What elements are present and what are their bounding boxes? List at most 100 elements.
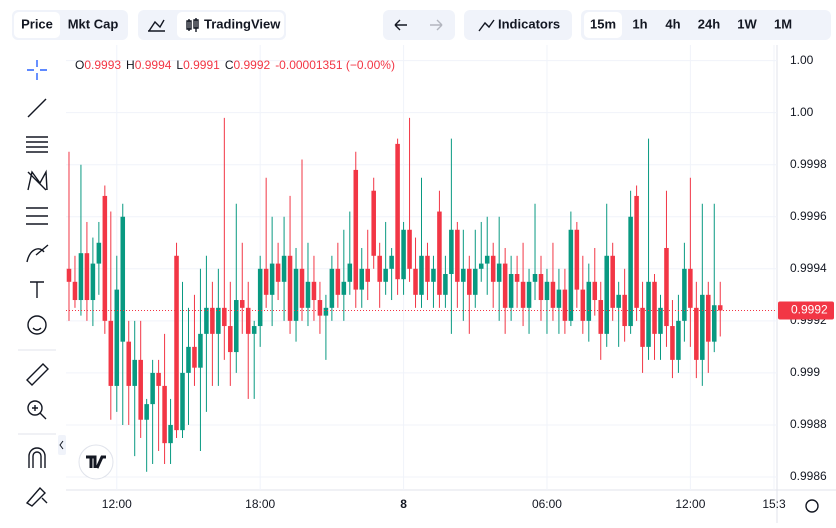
brush-tool[interactable] (26, 244, 49, 263)
candle-body (210, 307, 215, 334)
candle-body (574, 229, 580, 290)
candle-body (484, 255, 490, 264)
candle-body (401, 229, 406, 280)
zoom-tool[interactable] (27, 400, 43, 416)
candle-body (299, 268, 305, 308)
candle-body (550, 281, 556, 308)
candle-body (616, 294, 621, 308)
candle-body (72, 281, 78, 301)
nav-group (383, 10, 455, 40)
magnet-tool[interactable] (28, 447, 46, 468)
legend-value: 0.9994 (135, 58, 172, 72)
candle-body (508, 274, 514, 308)
candle-body (66, 268, 72, 282)
x-tick-label: 18:00 (245, 497, 275, 511)
candle-body (658, 307, 663, 334)
crosshair-tool[interactable] (27, 60, 47, 80)
candle-body (359, 268, 365, 290)
candle-body (353, 169, 359, 290)
undo[interactable] (394, 19, 407, 31)
line-icon[interactable] (148, 19, 165, 32)
interval-group (581, 10, 831, 40)
candle-body (431, 268, 436, 282)
candle-body (532, 274, 538, 282)
candle-body (490, 255, 496, 282)
projection-tool[interactable] (26, 207, 48, 225)
candle-body (329, 268, 335, 308)
candle-body (371, 190, 376, 256)
y-tick-label: 0.9986 (790, 469, 827, 483)
interval[interactable]: 15m (590, 16, 616, 31)
candle-body (335, 268, 341, 295)
interval[interactable]: 1h (632, 16, 647, 31)
candle-body (449, 229, 454, 275)
candle-body (592, 281, 598, 301)
settings[interactable] (805, 499, 819, 513)
candle-body (502, 263, 508, 308)
candle-body (520, 281, 526, 308)
style-active[interactable] (177, 12, 284, 38)
candle-body (263, 268, 269, 295)
candle-body (96, 242, 102, 264)
tab[interactable]: Price (21, 16, 53, 31)
y-tick-label: 0.9988 (790, 417, 827, 431)
pattern-tool[interactable] (27, 169, 48, 191)
candle-body (711, 305, 717, 342)
interval[interactable]: 4h (665, 16, 680, 31)
candle-body (120, 216, 126, 342)
candle-body (114, 289, 120, 386)
style-label[interactable]: TradingView (204, 16, 281, 31)
interval[interactable]: 1M (774, 16, 792, 31)
candle-body (150, 372, 155, 405)
legend-key: L (176, 58, 183, 72)
redo[interactable] (430, 19, 443, 31)
line-tool[interactable] (27, 98, 47, 118)
candle-body (239, 300, 245, 308)
candle-body (257, 268, 263, 327)
last-price-box (778, 301, 834, 320)
candle-body (694, 307, 699, 360)
candle-body (664, 247, 669, 327)
ruler-tool[interactable] (26, 363, 49, 386)
candle-body (700, 294, 705, 360)
y-tick-label: 0.9996 (790, 209, 827, 223)
candle-body (377, 255, 382, 282)
interval[interactable]: 24h (698, 16, 720, 31)
y-tick-label: 0.9998 (790, 157, 827, 171)
indicators-label[interactable]: Indicators (498, 16, 560, 31)
ohlc-legend: O0.9993 H0.9994 L0.9991 C0.9992 -0.00001351 … (75, 58, 395, 72)
candle-body (78, 253, 84, 301)
candle-body (646, 281, 651, 347)
candle-body (717, 305, 723, 311)
fib-tool[interactable] (26, 136, 48, 153)
candle-body (192, 346, 197, 368)
candle-body (84, 253, 90, 301)
indicators-button[interactable] (464, 10, 572, 40)
legend-value: 0.9992 (233, 58, 270, 72)
candle-body (102, 195, 108, 321)
candle-body (604, 255, 609, 334)
zoom-plus (32, 405, 47, 420)
candle-body (323, 307, 329, 316)
interval[interactable]: 1W (737, 16, 757, 31)
candle-icon (186, 18, 199, 32)
emoji-tool[interactable] (27, 315, 47, 335)
candle-body (425, 255, 430, 282)
collapse-button[interactable] (58, 435, 66, 455)
legend-value: 0.9993 (84, 58, 121, 72)
candle-body (526, 281, 532, 308)
candle-body (652, 281, 657, 334)
candle-body (132, 359, 137, 386)
y-tick-label: 1.00 (790, 105, 814, 119)
lock-tool[interactable] (25, 486, 48, 507)
candle-body (670, 326, 675, 360)
candle-body (347, 263, 353, 282)
legend-key: C (225, 58, 234, 72)
text-tool[interactable] (30, 281, 44, 298)
candle-body (287, 255, 293, 321)
candle-body (216, 307, 221, 334)
y-tick-label: 1.00 (790, 53, 814, 67)
tab[interactable]: Mkt Cap (68, 16, 119, 31)
collapse-arrow (59, 440, 64, 450)
